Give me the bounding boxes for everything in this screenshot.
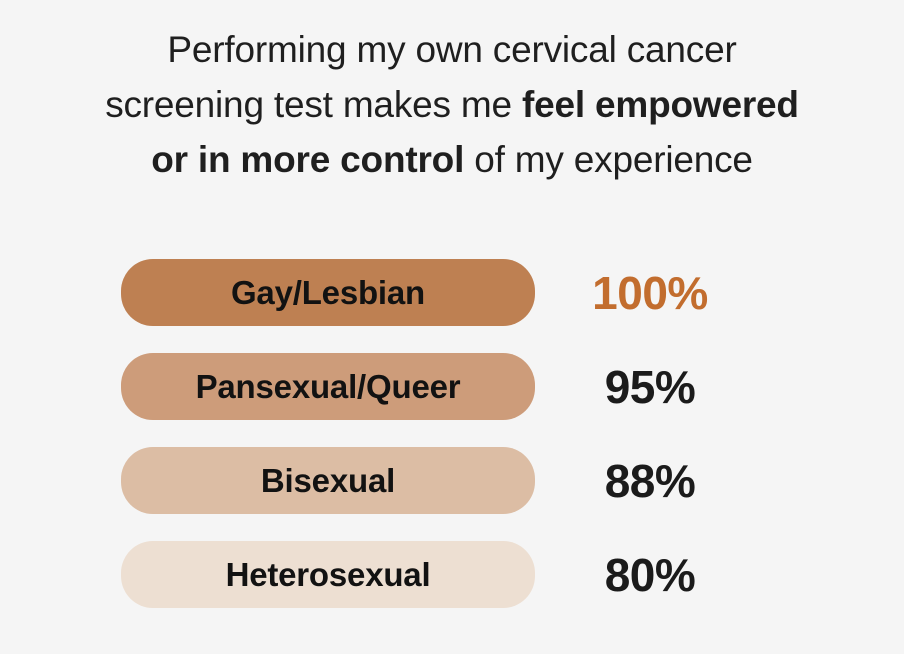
bar-chart: Gay/Lesbian 100% Pansexual/Queer 95% Bisexua…: [0, 259, 904, 608]
category-bar: Pansexual/Queer: [121, 353, 535, 420]
title-line-3: or in more control of my experience: [0, 132, 904, 187]
percentage-value: 80%: [604, 548, 696, 601]
title-text-bold: or in more control: [151, 139, 465, 180]
chart-title: Performing my own cervical cancer screen…: [0, 22, 904, 187]
title-text-bold: feel empowered: [521, 84, 799, 125]
percentage-value: 100%: [592, 266, 708, 319]
category-label: Heterosexual: [225, 555, 431, 593]
bar-row: Gay/Lesbian 100%: [0, 259, 904, 326]
percentage-value: 95%: [604, 360, 696, 413]
bar-row: Heterosexual 80%: [0, 541, 904, 608]
percentage-value: 88%: [604, 454, 696, 507]
title-text: Performing my own cervical cancer: [167, 29, 737, 70]
category-bar: Bisexual: [121, 447, 535, 514]
category-bar: Heterosexual: [121, 541, 535, 608]
category-label: Gay/Lesbian: [230, 273, 426, 311]
title-text: screening test makes me: [105, 84, 522, 125]
category-label: Bisexual: [260, 461, 396, 499]
bar-row: Bisexual 88%: [0, 447, 904, 514]
title-line-2: screening test makes me feel empowered: [0, 77, 904, 132]
category-label: Pansexual/Queer: [195, 367, 461, 405]
title-text: of my experience: [464, 139, 753, 180]
category-bar: Gay/Lesbian: [121, 259, 535, 326]
bar-row: Pansexual/Queer 95%: [0, 353, 904, 420]
title-line-1: Performing my own cervical cancer: [0, 22, 904, 77]
